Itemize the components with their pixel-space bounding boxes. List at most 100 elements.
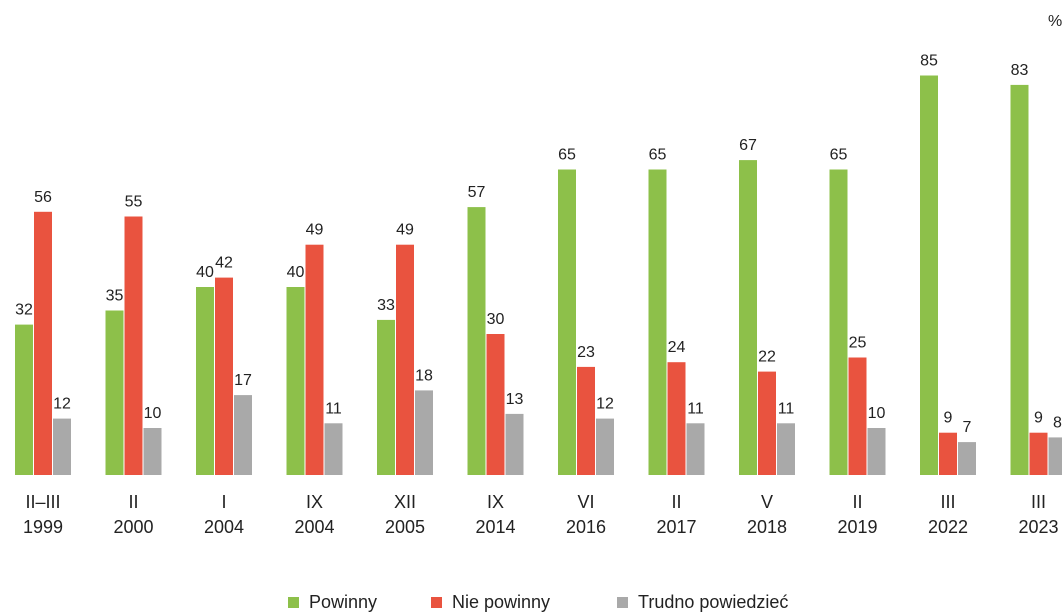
bar-trudno-powiedzieć-3 [324,423,343,475]
data-label-trudno-powiedzieć-11: 8 [1053,414,1062,431]
bar-trudno-powiedzieć-8 [777,423,795,475]
data-label-trudno-powiedzieć-4: 18 [415,367,433,384]
x-tick-label-6-0: VI [577,492,594,512]
x-tick-label-8-0: V [761,492,773,512]
bar-nie-powinny-10 [939,432,957,475]
data-label-powinny-1: 35 [106,288,124,305]
legend-swatch-trudno-powiedzieć [617,597,628,608]
bar-nie-powinny-9 [848,357,867,475]
bar-powinny-7 [648,169,667,475]
bar-nie-powinny-6 [577,366,595,475]
value-labels-layer: 3256123555104042174049113349185730136523… [15,53,1062,437]
bar-powinny-10 [920,75,938,475]
data-label-nie-powinny-5: 30 [487,311,505,328]
data-label-nie-powinny-10: 9 [944,410,953,427]
x-tick-label-3-1: 2004 [294,517,334,537]
bar-powinny-11 [1010,84,1029,476]
data-label-powinny-5: 57 [468,184,486,201]
data-label-trudno-powiedzieć-6: 12 [596,396,614,413]
legend-swatch-powinny [288,597,299,608]
bar-trudno-powiedzieć-0 [53,418,71,475]
x-tick-label-7-1: 2017 [656,517,696,537]
bar-nie-powinny-4 [396,244,414,475]
data-label-trudno-powiedzieć-3: 11 [325,400,342,417]
data-label-powinny-4: 33 [377,297,395,314]
data-label-nie-powinny-1: 55 [125,194,143,211]
bar-nie-powinny-3 [305,244,324,475]
bar-trudno-powiedzieć-11 [1048,437,1062,475]
bar-trudno-powiedzieć-9 [867,428,886,475]
bar-trudno-powiedzieć-2 [234,395,252,475]
legend: Powinny Nie powinny Trudno powiedzieć [288,592,788,612]
x-tick-label-8-1: 2018 [747,517,787,537]
x-tick-label-11-0: III [1031,492,1046,512]
data-label-nie-powinny-4: 49 [396,222,414,239]
bar-trudno-powiedzieć-7 [686,423,705,475]
bar-nie-powinny-7 [667,362,686,475]
bar-nie-powinny-5 [486,334,505,475]
data-label-nie-powinny-2: 42 [215,255,233,272]
bar-powinny-0 [15,324,33,475]
data-label-nie-powinny-9: 25 [849,335,867,352]
x-tick-label-11-1: 2023 [1018,517,1058,537]
data-label-nie-powinny-7: 24 [668,339,686,356]
bar-trudno-powiedzieć-1 [143,428,162,475]
legend-label-trudno-powiedzieć: Trudno powiedzieć [638,592,788,612]
bars-layer [15,75,1062,476]
bar-trudno-powiedzieć-6 [596,418,614,475]
bar-trudno-powiedzieć-10 [958,442,976,475]
bar-powinny-6 [558,169,576,475]
data-label-nie-powinny-3: 49 [306,222,324,239]
x-tick-label-5-1: 2014 [475,517,515,537]
x-tick-label-4-1: 2005 [385,517,425,537]
legend-label-powinny: Powinny [309,592,377,612]
bar-powinny-8 [739,160,757,475]
data-label-powinny-0: 32 [15,302,33,319]
bar-trudno-powiedzieć-4 [415,390,433,475]
bar-nie-powinny-11 [1029,432,1048,475]
data-label-trudno-powiedzieć-2: 17 [234,372,252,389]
x-tick-label-9-1: 2019 [837,517,877,537]
bar-nie-powinny-2 [215,277,233,475]
data-label-nie-powinny-0: 56 [34,189,52,206]
bar-nie-powinny-1 [124,216,143,475]
data-label-nie-powinny-8: 22 [758,349,776,366]
x-tick-label-1-1: 2000 [113,517,153,537]
data-label-powinny-2: 40 [196,264,214,281]
data-label-powinny-6: 65 [558,147,576,164]
bar-powinny-9 [829,169,848,475]
x-axis-tick-labels: II–III 1999 II 2000 I 2004 IX 2004 XII 2005 IX 2014… [23,492,1059,537]
x-tick-label-6-1: 2016 [566,517,606,537]
bar-powinny-3 [286,287,305,475]
data-label-nie-powinny-11: 9 [1034,410,1043,427]
legend-swatch-nie-powinny [431,597,442,608]
x-tick-label-4-0: XII [394,492,416,512]
data-label-powinny-11: 83 [1011,62,1029,79]
x-tick-label-3-0: IX [306,492,323,512]
x-tick-label-0-0: II–III [25,492,60,512]
data-label-trudno-powiedzieć-7: 11 [687,400,704,417]
data-label-powinny-10: 85 [920,53,938,70]
data-label-trudno-powiedzieć-5: 13 [506,391,524,408]
x-tick-label-10-0: III [940,492,955,512]
bar-trudno-powiedzieć-5 [505,413,524,475]
data-label-trudno-powiedzieć-0: 12 [53,396,71,413]
x-tick-label-5-0: IX [487,492,504,512]
bar-powinny-4 [377,319,395,475]
data-label-trudno-powiedzieć-10: 7 [963,419,972,436]
legend-label-nie-powinny: Nie powinny [452,592,550,612]
data-label-powinny-7: 65 [649,147,667,164]
data-label-powinny-9: 65 [830,147,848,164]
x-tick-label-7-0: II [671,492,681,512]
x-tick-label-1-0: II [128,492,138,512]
data-label-powinny-3: 40 [287,264,305,281]
data-label-trudno-powiedzieć-8: 11 [778,400,795,417]
bar-powinny-2 [196,287,214,475]
bar-powinny-1 [105,310,124,475]
x-tick-label-10-1: 2022 [928,517,968,537]
x-tick-label-0-1: 1999 [23,517,63,537]
bar-nie-powinny-0 [34,211,52,476]
bar-powinny-5 [467,207,486,475]
